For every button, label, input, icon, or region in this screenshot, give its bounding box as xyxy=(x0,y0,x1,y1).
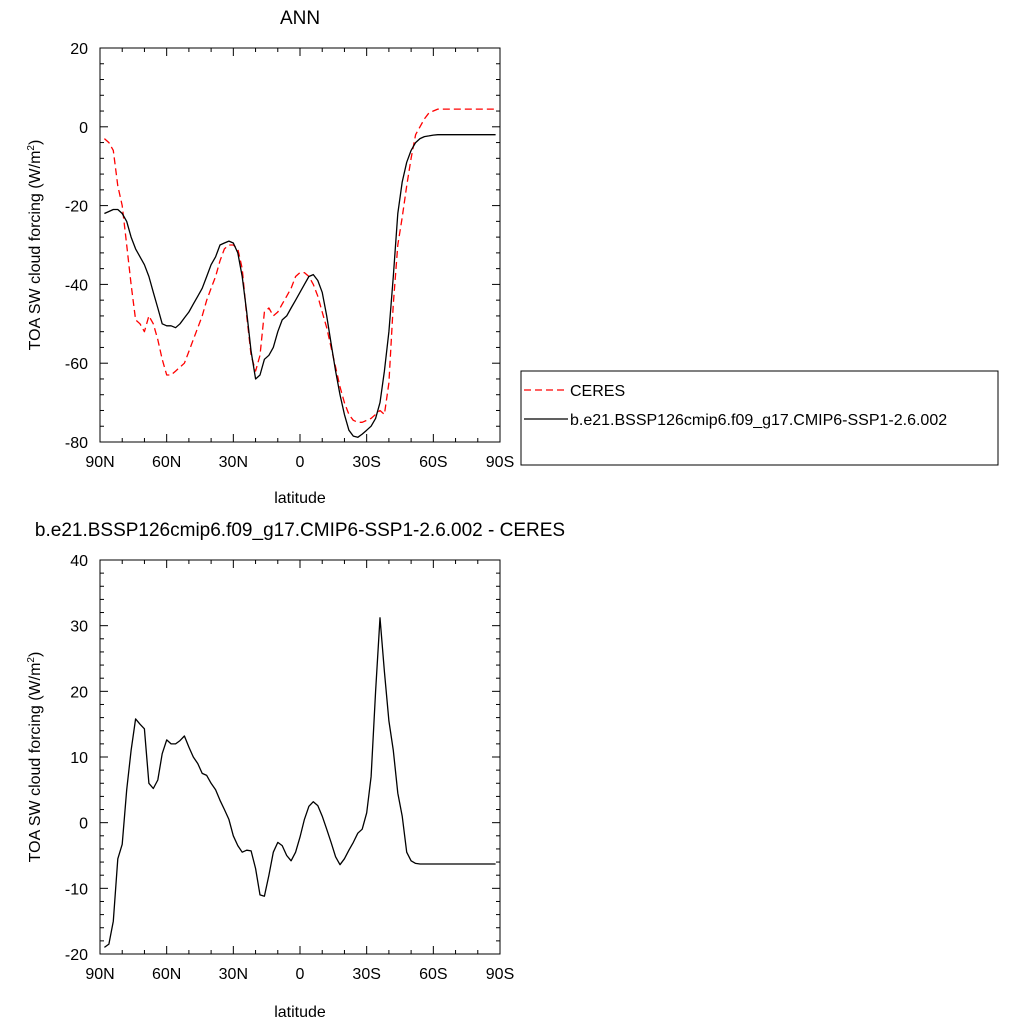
y-tick-label: -20 xyxy=(65,947,88,964)
x-tick-label: 0 xyxy=(296,966,305,983)
x-axis-ticks: 90N 60N 30N 0 30S 60S 90S xyxy=(85,560,514,983)
y-tick-label: 0 xyxy=(79,120,88,137)
y-tick-label: -40 xyxy=(65,277,88,294)
plot-frame xyxy=(99,47,501,443)
legend: CERES b.e21.BSSP126cmip6.f09_g17.CMIP6-S… xyxy=(520,370,999,466)
x-tick-label: 0 xyxy=(296,454,305,471)
x-tick-label: 60S xyxy=(419,966,447,983)
y-tick-label: -20 xyxy=(65,199,88,216)
series-line-1 xyxy=(104,134,496,438)
x-axis-label: latitude xyxy=(274,1004,326,1021)
x-tick-label: 60S xyxy=(419,454,447,471)
x-tick-label: 60N xyxy=(152,966,181,983)
y-tick-label: 0 xyxy=(79,816,88,833)
x-axis-ticks: 90N 60N 30N 0 30S 60S 90S xyxy=(85,48,514,471)
y-tick-label: -60 xyxy=(65,356,88,373)
series-line-0 xyxy=(103,108,496,423)
y-tick-label: -80 xyxy=(65,435,88,452)
plot-frame xyxy=(99,559,501,955)
panel-difference: b.e21.BSSP126cmip6.f09_g17.CMIP6-SSP1-2.… xyxy=(26,520,565,1021)
panel-title: ANN xyxy=(280,8,320,29)
x-tick-label: 30N xyxy=(219,966,248,983)
y-tick-label: 10 xyxy=(70,750,88,767)
panel-title: b.e21.BSSP126cmip6.f09_g17.CMIP6-SSP1-2.… xyxy=(35,520,565,541)
series-layer xyxy=(103,108,496,438)
x-tick-label: 30S xyxy=(352,966,380,983)
y-tick-label: -10 xyxy=(65,881,88,898)
x-tick-label: 30S xyxy=(352,454,380,471)
y-tick-label: 40 xyxy=(70,553,88,570)
x-axis-label: latitude xyxy=(274,490,326,507)
y-axis-label: TOA SW cloud forcing (W/m2) xyxy=(26,652,44,863)
series-line-0 xyxy=(104,617,496,948)
y-tick-label: 20 xyxy=(70,684,88,701)
y-axis-ticks: -80 -60 -40 -20 0 20 xyxy=(65,41,500,452)
x-tick-label: 90S xyxy=(486,454,514,471)
y-tick-label: 30 xyxy=(70,619,88,636)
legend-label-ceres: CERES xyxy=(570,383,625,400)
x-tick-label: 90N xyxy=(85,454,114,471)
x-tick-label: 90S xyxy=(486,966,514,983)
legend-label-model: b.e21.BSSP126cmip6.f09_g17.CMIP6-SSP1-2.… xyxy=(570,412,947,429)
x-tick-label: 90N xyxy=(85,966,114,983)
legend-frame xyxy=(520,370,999,466)
x-tick-label: 30N xyxy=(219,454,248,471)
x-tick-label: 60N xyxy=(152,454,181,471)
y-axis-ticks: -20 -10 0 10 20 30 40 xyxy=(65,553,500,964)
series-layer xyxy=(104,617,496,948)
y-tick-label: 20 xyxy=(70,41,88,58)
y-axis-label: TOA SW cloud forcing (W/m2) xyxy=(26,140,44,351)
